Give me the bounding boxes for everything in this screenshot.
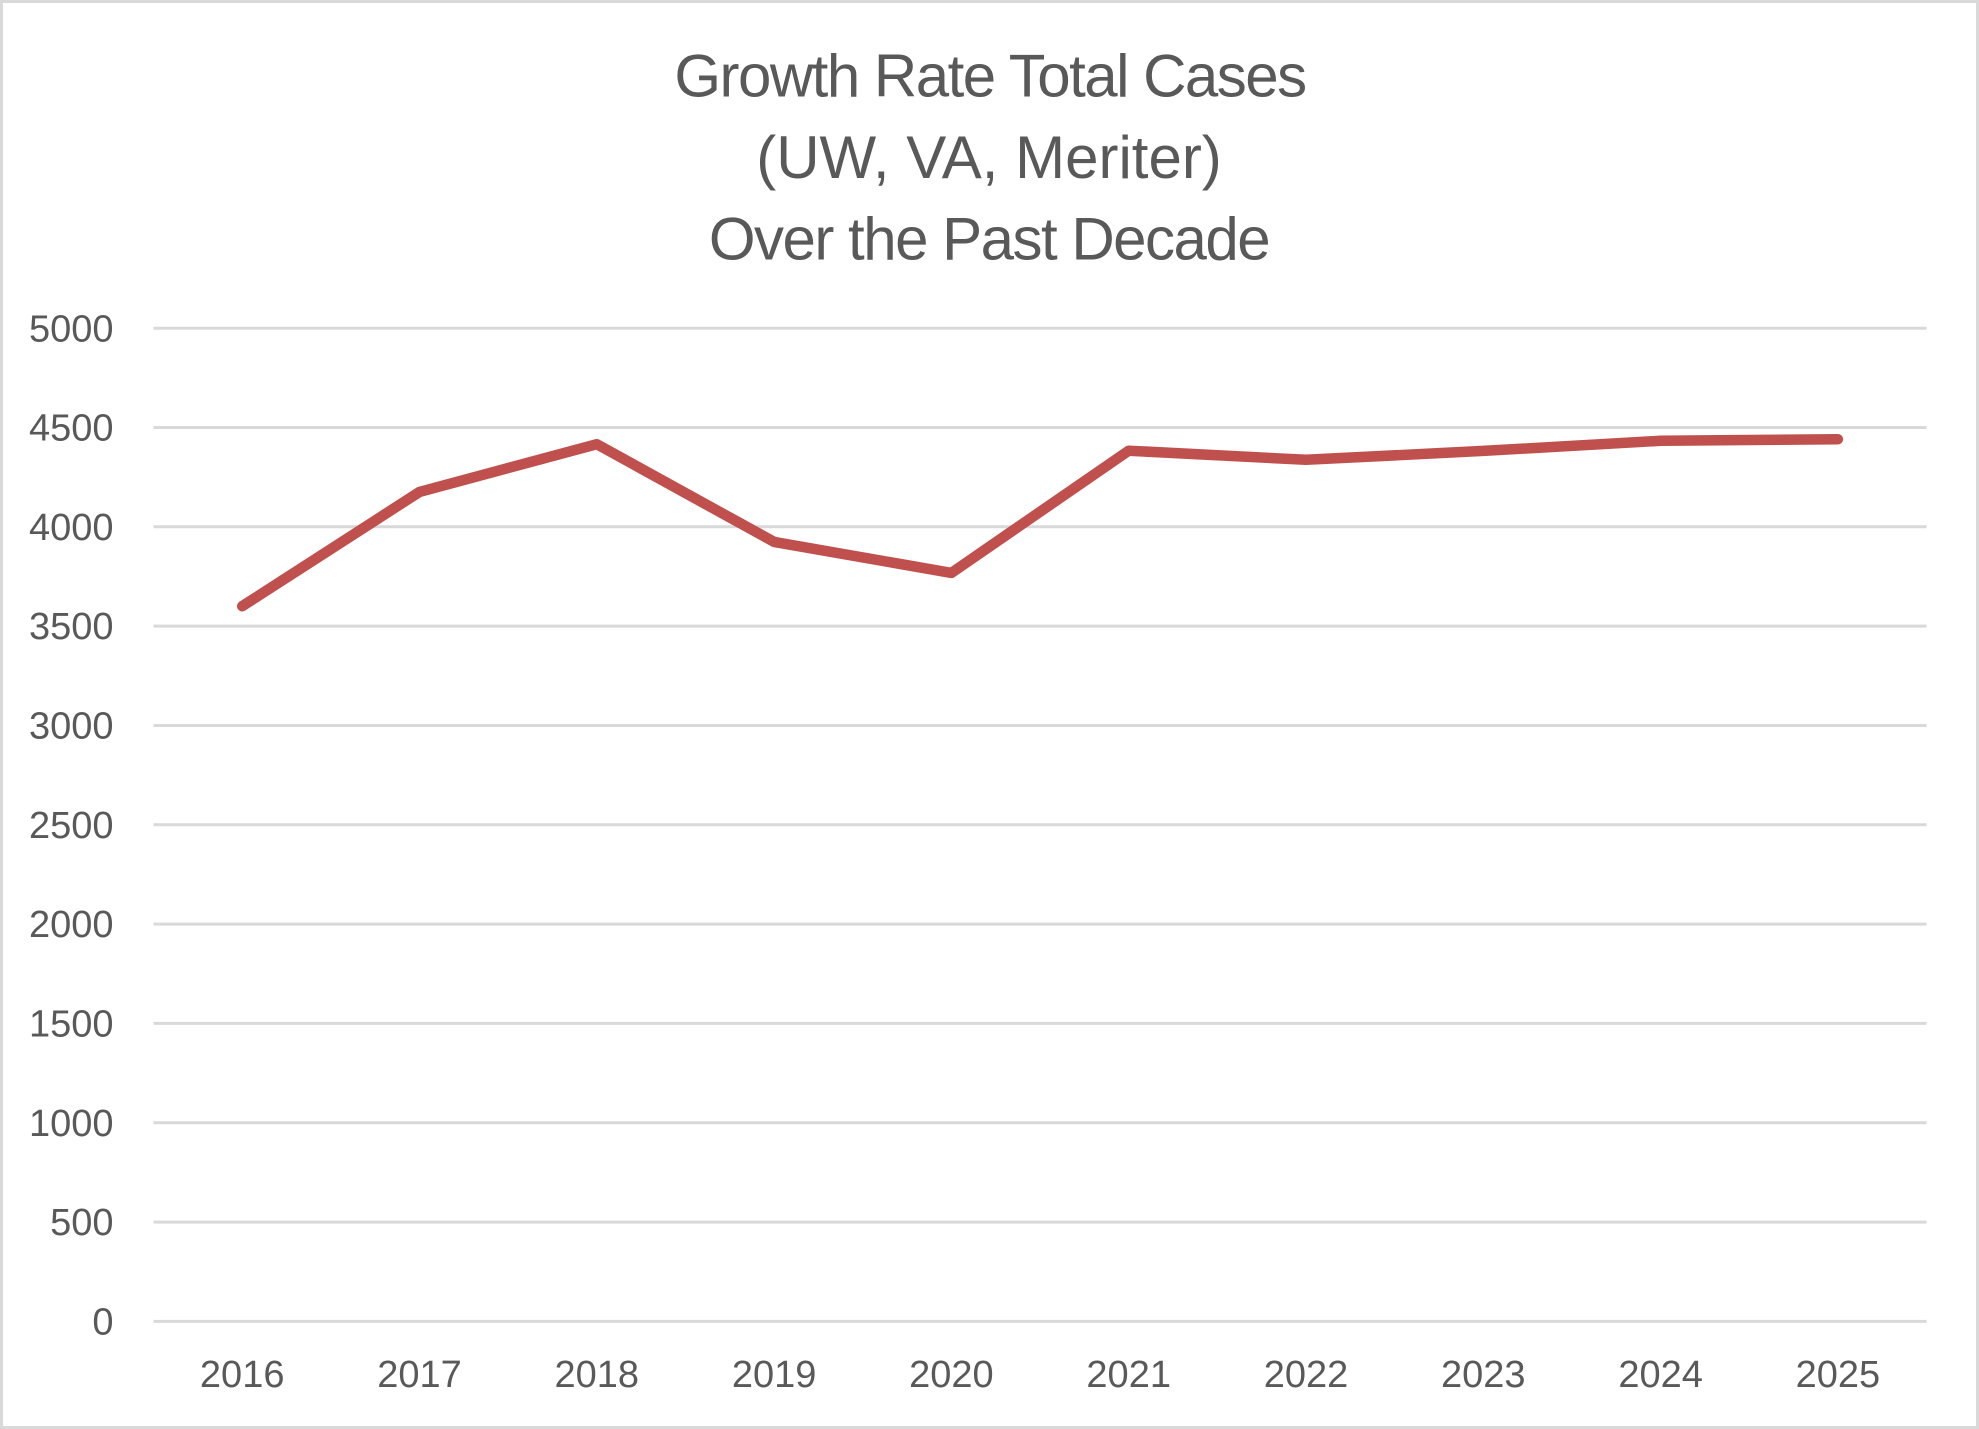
svg-text:2500: 2500 bbox=[29, 805, 114, 847]
svg-text:2017: 2017 bbox=[377, 1354, 462, 1396]
svg-text:0: 0 bbox=[92, 1302, 113, 1344]
svg-text:2022: 2022 bbox=[1264, 1354, 1349, 1396]
svg-text:2025: 2025 bbox=[1796, 1354, 1881, 1396]
svg-text:Growth Rate Total Cases: Growth Rate Total Cases bbox=[674, 43, 1305, 110]
svg-text:2024: 2024 bbox=[1618, 1354, 1703, 1396]
svg-text:4000: 4000 bbox=[29, 507, 114, 549]
svg-text:2023: 2023 bbox=[1441, 1354, 1526, 1396]
svg-text:3000: 3000 bbox=[29, 706, 114, 748]
svg-text:2000: 2000 bbox=[29, 904, 114, 946]
svg-text:500: 500 bbox=[50, 1202, 113, 1244]
svg-text:(UW, VA, Meriter): (UW, VA, Meriter) bbox=[756, 124, 1222, 191]
svg-text:1000: 1000 bbox=[29, 1103, 114, 1145]
svg-text:5000: 5000 bbox=[29, 308, 114, 350]
svg-text:3500: 3500 bbox=[29, 606, 114, 648]
svg-text:4500: 4500 bbox=[29, 408, 114, 450]
svg-text:2016: 2016 bbox=[200, 1354, 285, 1396]
svg-text:2019: 2019 bbox=[732, 1354, 817, 1396]
svg-text:1500: 1500 bbox=[29, 1004, 114, 1046]
svg-text:2020: 2020 bbox=[909, 1354, 994, 1396]
svg-text:2018: 2018 bbox=[555, 1354, 640, 1396]
svg-text:2021: 2021 bbox=[1086, 1354, 1171, 1396]
svg-text:Over the Past Decade: Over the Past Decade bbox=[709, 205, 1269, 272]
